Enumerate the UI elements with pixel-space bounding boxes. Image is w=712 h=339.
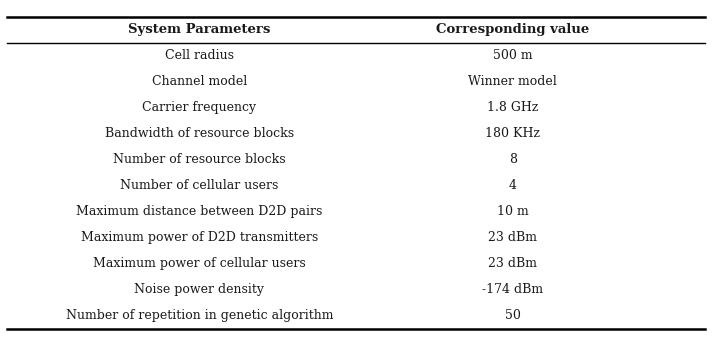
Text: Number of repetition in genetic algorithm: Number of repetition in genetic algorith… (66, 309, 333, 322)
Text: Corresponding value: Corresponding value (436, 23, 590, 37)
Text: Channel model: Channel model (152, 75, 247, 88)
Text: 8: 8 (508, 153, 517, 166)
Text: 10 m: 10 m (497, 205, 528, 218)
Text: 23 dBm: 23 dBm (488, 231, 537, 244)
Text: 50: 50 (505, 309, 520, 322)
Text: 500 m: 500 m (493, 49, 533, 62)
Text: 180 KHz: 180 KHz (485, 127, 540, 140)
Text: Cell radius: Cell radius (165, 49, 234, 62)
Text: Noise power density: Noise power density (135, 283, 264, 296)
Text: Winner model: Winner model (468, 75, 557, 88)
Text: Number of cellular users: Number of cellular users (120, 179, 278, 193)
Text: 23 dBm: 23 dBm (488, 257, 537, 271)
Text: 4: 4 (508, 179, 517, 193)
Text: Maximum power of D2D transmitters: Maximum power of D2D transmitters (80, 231, 318, 244)
Text: Maximum power of cellular users: Maximum power of cellular users (93, 257, 305, 271)
Text: Bandwidth of resource blocks: Bandwidth of resource blocks (105, 127, 294, 140)
Text: Number of resource blocks: Number of resource blocks (113, 153, 286, 166)
Text: System Parameters: System Parameters (128, 23, 271, 37)
Text: -174 dBm: -174 dBm (482, 283, 543, 296)
Text: 1.8 GHz: 1.8 GHz (487, 101, 538, 115)
Text: Maximum distance between D2D pairs: Maximum distance between D2D pairs (76, 205, 323, 218)
Text: Carrier frequency: Carrier frequency (142, 101, 256, 115)
